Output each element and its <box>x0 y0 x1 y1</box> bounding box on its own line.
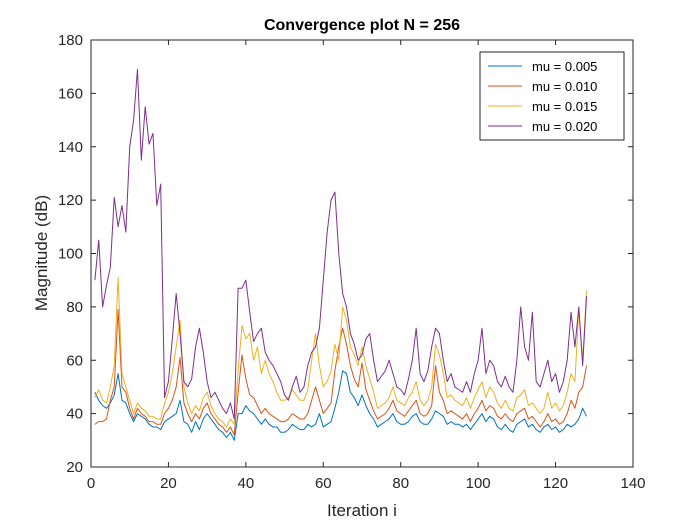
y-tick-label: 60 <box>66 352 83 369</box>
y-tick-label: 180 <box>58 32 83 49</box>
y-tick-label: 160 <box>58 85 83 102</box>
x-tick-label: 120 <box>543 475 568 492</box>
series-line-1 <box>94 370 587 441</box>
legend-box <box>479 51 625 141</box>
legend-entry-3: mu = 0.015 <box>532 99 597 114</box>
chart-title: Convergence plot N = 256 <box>264 17 460 34</box>
y-axis-label: Magnitude (dB) <box>32 195 51 311</box>
x-tick-label: 80 <box>392 475 409 492</box>
legend-entry-1: mu = 0.005 <box>532 59 597 74</box>
x-tick-label: 60 <box>315 475 332 492</box>
series-line-3 <box>94 277 588 428</box>
y-tick-label: 40 <box>66 406 83 423</box>
y-tick-label: 120 <box>58 192 83 209</box>
legend-entry-2: mu = 0.010 <box>532 79 597 94</box>
x-tick-label: 100 <box>466 475 491 492</box>
x-tick-label: 0 <box>87 475 95 492</box>
legend: mu = 0.005 mu = 0.010 mu = 0.015 mu = 0.020 <box>479 51 625 141</box>
legend-entry-4: mu = 0.020 <box>532 119 597 134</box>
tick-layer: 0 20 40 60 80 100 120 1402040608010012014016018… <box>58 32 646 492</box>
x-axis-label: Iteration i <box>327 501 397 520</box>
series-layer <box>94 68 588 441</box>
y-tick-label: 140 <box>58 139 83 156</box>
series-line-4 <box>94 68 588 420</box>
x-tick-label: 20 <box>160 475 177 492</box>
y-tick-label: 80 <box>66 299 83 316</box>
y-tick-label: 100 <box>58 246 83 263</box>
x-tick-label: 140 <box>620 475 645 492</box>
y-tick-label: 20 <box>66 459 83 476</box>
x-tick-label: 40 <box>238 475 255 492</box>
